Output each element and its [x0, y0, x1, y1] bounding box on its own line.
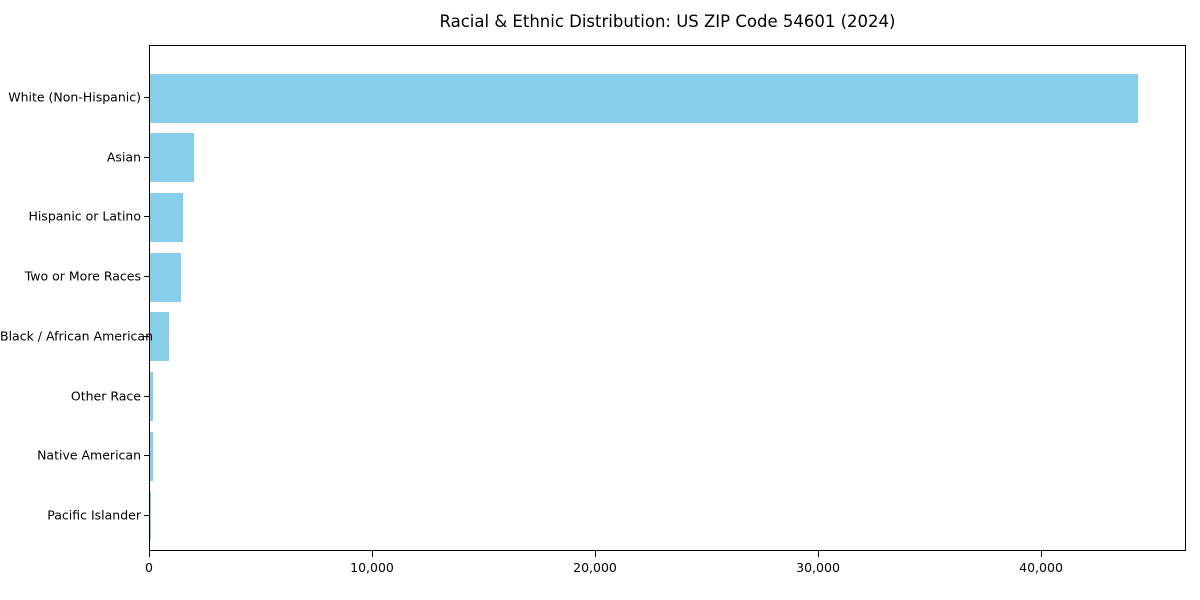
bar [150, 372, 154, 422]
x-tick-label: 20,000 [573, 560, 617, 575]
y-axis-label: Asian [106, 149, 141, 165]
y-axis-label: Hispanic or Latino [28, 208, 141, 224]
y-axis-label: White (Non-Hispanic) [8, 89, 141, 105]
x-tick [595, 551, 597, 557]
y-tick [144, 335, 149, 337]
y-tick [144, 395, 149, 397]
bar [150, 312, 170, 362]
x-tick-label: 0 [145, 560, 153, 575]
bar [150, 252, 181, 302]
x-tick-label: 10,000 [350, 560, 394, 575]
x-tick-label: 30,000 [796, 560, 840, 575]
y-axis-label: Native American [37, 447, 141, 463]
x-tick [372, 551, 373, 557]
bar [150, 133, 194, 183]
y-tick [144, 514, 149, 516]
bar [150, 192, 183, 242]
y-tick [144, 97, 149, 98]
x-tick [818, 551, 820, 557]
y-tick [144, 156, 149, 158]
y-axis-label: Two or More Races [24, 268, 141, 284]
chart-title: Racial & Ethnic Distribution: US ZIP Cod… [439, 12, 896, 31]
x-tick-label: 40,000 [1019, 560, 1063, 575]
y-tick [144, 276, 149, 278]
x-tick [1041, 551, 1043, 557]
bar [150, 73, 1138, 123]
y-axis-label: Other Race [70, 388, 141, 404]
bar [150, 431, 153, 481]
plot-area [149, 45, 1186, 551]
y-axis-label: Pacific Islander [47, 507, 141, 523]
y-tick [144, 455, 149, 457]
y-tick [144, 216, 149, 218]
y-axis-label: Black / African American [0, 328, 154, 344]
x-tick [149, 551, 150, 557]
